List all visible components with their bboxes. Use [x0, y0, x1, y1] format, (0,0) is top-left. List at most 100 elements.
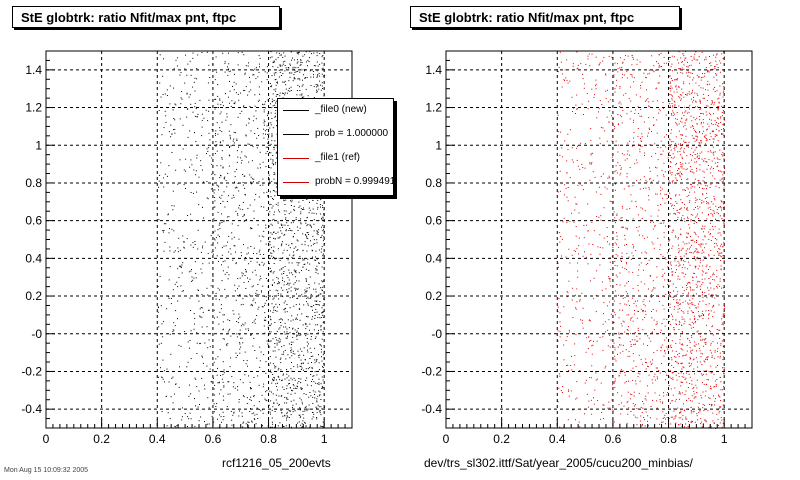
data-point	[264, 103, 266, 105]
data-point	[250, 408, 251, 409]
data-point	[304, 77, 306, 79]
data-point	[229, 320, 231, 321]
data-point	[710, 426, 712, 428]
data-point	[213, 421, 215, 423]
data-point	[630, 332, 631, 334]
data-point	[234, 101, 236, 103]
data-point	[566, 296, 568, 298]
data-point	[618, 333, 620, 335]
data-point	[301, 69, 303, 71]
data-point	[282, 257, 284, 259]
data-point	[677, 311, 679, 313]
data-point	[270, 196, 272, 198]
data-point	[557, 114, 559, 116]
data-point	[583, 225, 585, 226]
data-point	[304, 359, 306, 361]
data-point	[228, 154, 230, 156]
data-point	[290, 205, 292, 206]
data-point	[681, 368, 683, 370]
data-point	[718, 123, 720, 124]
data-point	[617, 63, 618, 65]
data-point	[598, 108, 600, 110]
data-point	[316, 417, 318, 418]
data-point	[690, 64, 692, 66]
data-point	[695, 100, 697, 102]
x-tick-label: 0.6	[205, 432, 222, 446]
data-point	[680, 381, 682, 383]
data-point	[274, 74, 276, 76]
data-point	[269, 289, 271, 291]
y-tick-label: -0.4	[21, 402, 42, 416]
data-point	[233, 236, 235, 238]
data-point	[645, 296, 647, 298]
data-point	[578, 237, 580, 239]
data-point	[265, 224, 267, 226]
data-point	[174, 325, 176, 327]
data-point	[177, 183, 179, 185]
data-point	[719, 206, 721, 208]
data-point	[302, 207, 304, 209]
data-point	[723, 203, 724, 205]
data-point	[275, 203, 277, 205]
data-point	[180, 265, 181, 267]
data-point	[272, 298, 274, 300]
data-point	[702, 310, 704, 312]
data-point	[319, 369, 320, 371]
data-point	[304, 77, 306, 79]
data-point	[269, 57, 271, 59]
data-point	[196, 78, 198, 80]
data-point	[275, 289, 277, 291]
data-point	[272, 160, 274, 162]
data-point	[617, 392, 619, 394]
data-point	[216, 255, 218, 257]
data-point	[189, 60, 191, 62]
data-point	[680, 249, 682, 251]
data-point	[319, 394, 321, 396]
data-point	[593, 340, 594, 342]
data-point	[311, 197, 313, 199]
data-point	[670, 264, 672, 266]
data-point	[228, 165, 230, 167]
data-point	[670, 344, 672, 346]
data-point	[264, 130, 266, 132]
data-point	[233, 89, 235, 91]
data-point	[290, 400, 292, 402]
data-point	[723, 206, 725, 208]
data-point	[177, 286, 179, 288]
data-point	[624, 382, 626, 384]
data-point	[642, 208, 644, 210]
data-point	[302, 200, 304, 201]
data-point	[275, 79, 277, 80]
data-point	[312, 375, 314, 377]
data-point	[320, 329, 322, 331]
data-point	[222, 419, 224, 421]
data-point	[668, 103, 670, 105]
data-point	[225, 297, 227, 299]
data-point	[297, 288, 299, 290]
data-point	[708, 379, 709, 381]
data-point	[577, 67, 579, 69]
data-point	[675, 356, 677, 358]
data-point	[207, 151, 209, 152]
data-point	[579, 370, 581, 372]
data-point	[235, 210, 237, 212]
data-point	[716, 53, 718, 55]
data-point	[276, 120, 278, 122]
data-point	[298, 206, 300, 208]
data-point	[694, 345, 696, 347]
data-point	[693, 390, 695, 392]
data-point	[295, 288, 297, 290]
data-point	[658, 394, 660, 396]
data-point	[268, 225, 270, 227]
data-point	[698, 252, 700, 254]
data-point	[673, 147, 675, 149]
data-point	[295, 387, 296, 389]
data-point	[211, 187, 213, 189]
data-point	[680, 57, 682, 59]
data-point	[287, 319, 289, 321]
data-point	[220, 389, 222, 391]
data-point	[665, 371, 667, 373]
data-point	[707, 95, 709, 96]
data-point	[250, 396, 252, 398]
data-point	[158, 219, 160, 221]
